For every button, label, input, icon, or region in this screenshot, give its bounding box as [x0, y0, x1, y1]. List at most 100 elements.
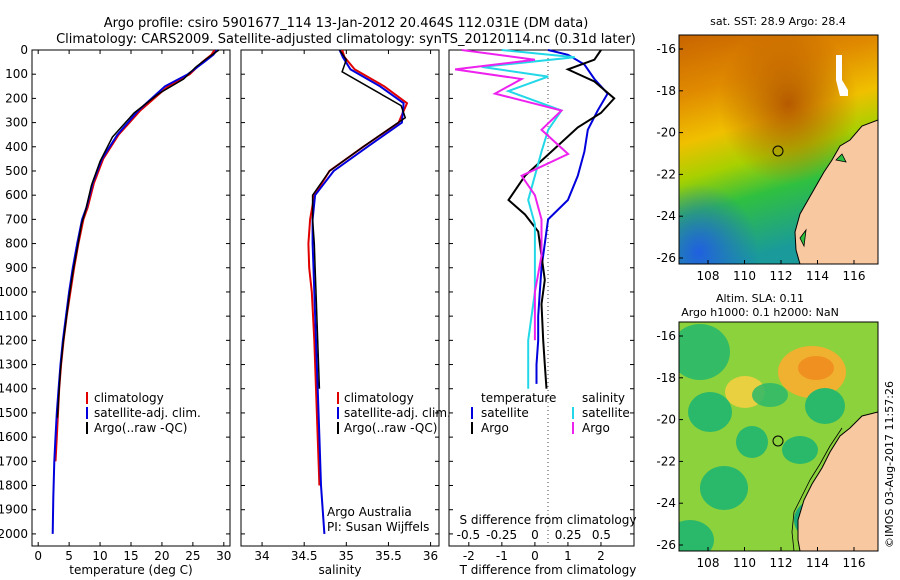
- map-x-tick-label: 110: [733, 556, 756, 570]
- x-tick-label: -0.25: [486, 528, 517, 542]
- depth-tick-label: 1800: [0, 479, 28, 493]
- sla-coast-shelf: [791, 427, 843, 551]
- sla-map-axes: -16 -18 -20 -22 -24 -26 108 110 112 114 116: [656, 329, 865, 570]
- map-y-tick-label: -22: [656, 454, 676, 468]
- temperature-panel-frame: [31, 49, 231, 547]
- map-y-tick-label: -16: [656, 42, 676, 56]
- map-y-tick-label: -16: [656, 329, 676, 343]
- x-tick-label: 30: [216, 549, 231, 563]
- depth-tick-label: 600: [5, 188, 28, 202]
- x-tick-label: -0.5: [457, 528, 480, 542]
- x-tick-label: -2: [463, 549, 475, 563]
- salinity-legend: climatology satellite-adj. clim. Argo(..…: [337, 391, 451, 435]
- depth-tick-label: 1300: [0, 358, 28, 372]
- depth-tick-label: 1900: [0, 503, 28, 517]
- x-tick-label: 2: [597, 549, 605, 563]
- sal-legend-satellite: satellite-adj. clim.: [344, 406, 451, 420]
- sal-legend-climatology: climatology: [344, 391, 414, 405]
- sal-legend-argo: Argo(..raw -QC): [344, 421, 437, 435]
- depth-tick-label: 1600: [0, 430, 28, 444]
- salinity-x-label: salinity: [318, 563, 361, 577]
- diff-legend-temp-argo: Argo: [481, 421, 509, 435]
- depth-tick-label: 800: [5, 237, 28, 251]
- x-tick-label: 0: [531, 528, 539, 542]
- sla-float-location-marker: [772, 435, 784, 447]
- depth-tick-label: 1500: [0, 406, 28, 420]
- sst-map-axes: -16 -18 -20 -22 -24 -26 108 110 112 114 116: [656, 42, 865, 283]
- series-line-argo-raw-qc-: [311, 49, 407, 389]
- depth-tick-label: 1200: [0, 333, 28, 347]
- depth-tick-label: 900: [5, 261, 28, 275]
- credit-line2: PI: Susan Wijffels: [327, 520, 429, 534]
- salinity-x-axis: 34 34.5 35 35.5 36: [254, 50, 438, 563]
- difference-x-axis: -2 -1 0 1 2 -0.5 -0.25 0 0.25 0.5: [457, 528, 611, 563]
- temperature-x-axis: 0 5 10 15 20 25 30: [34, 50, 231, 563]
- diff-legend-temp-satellite: satellite: [481, 406, 529, 420]
- x-tick-label: 34: [254, 549, 269, 563]
- sst-float-location-marker: [772, 145, 784, 157]
- depth-tick-label: 1100: [0, 309, 28, 323]
- sst-map-frame: [678, 34, 879, 265]
- series-line-salinity-satellite: [481, 49, 575, 389]
- depth-tick-label: 500: [5, 164, 28, 178]
- sla-land-mass: [797, 411, 878, 551]
- series-line-satellite-adj-clim-: [51, 49, 218, 534]
- depth-tick-label: 400: [5, 140, 28, 154]
- temperature-series: [51, 49, 220, 534]
- x-tick-label: 0: [34, 549, 42, 563]
- diff-legend-temperature-title: temperature: [481, 391, 556, 405]
- temp-legend-climatology: climatology: [94, 391, 164, 405]
- x-tick-label: 25: [185, 549, 200, 563]
- sst-missing-data: [836, 55, 848, 96]
- series-line-satellite-adj-clim-: [311, 49, 405, 534]
- x-tick-label: 0: [531, 549, 539, 563]
- diff-legend-sal-argo: Argo: [582, 421, 610, 435]
- depth-tick-label: 200: [5, 91, 28, 105]
- credit-line1: Argo Australia: [327, 505, 412, 519]
- depth-tick-label: 1000: [0, 285, 28, 299]
- difference-series: [454, 49, 616, 389]
- sla-map-title-line1: Altim. SLA: 0.11: [716, 292, 804, 305]
- depth-tick-label: 700: [5, 212, 28, 226]
- series-line-salinity-argo: [454, 49, 570, 341]
- diff-top-x-label: S difference from climatology: [460, 513, 637, 527]
- figure-title-line2: Climatology: CARS2009. Satellite-adjuste…: [56, 32, 636, 47]
- sla-map-title-line2: Argo h1000: 0.1 h2000: NaN: [681, 306, 839, 319]
- difference-panel-frame: [448, 49, 635, 547]
- temp-legend-satellite: satellite-adj. clim.: [94, 406, 201, 420]
- x-tick-label: 20: [154, 549, 169, 563]
- map-x-tick-label: 114: [806, 556, 829, 570]
- sst-map-image: [679, 35, 878, 264]
- map-x-tick-label: 108: [697, 269, 720, 283]
- depth-tick-label: 1400: [0, 382, 28, 396]
- depth-tick-label: 1700: [0, 454, 28, 468]
- map-y-tick-label: -26: [656, 251, 676, 265]
- diff-legend-sal-satellite: satellite: [582, 406, 630, 420]
- x-tick-label: 1: [564, 549, 572, 563]
- depth-tick-label: 300: [5, 116, 28, 130]
- series-line-temperature-argo: [507, 49, 616, 389]
- map-x-tick-label: 110: [733, 269, 756, 283]
- x-tick-label: 10: [92, 549, 107, 563]
- x-tick-label: 0.25: [555, 528, 582, 542]
- map-x-tick-label: 116: [843, 269, 866, 283]
- map-x-tick-label: 112: [770, 556, 793, 570]
- map-y-tick-label: -24: [656, 496, 676, 510]
- map-x-tick-label: 114: [806, 269, 829, 283]
- map-y-tick-label: -20: [656, 126, 676, 140]
- x-tick-label: 35.5: [375, 549, 402, 563]
- series-line-temperature-satellite: [535, 49, 609, 384]
- salinity-series: [307, 49, 409, 534]
- map-x-tick-label: 116: [843, 556, 866, 570]
- depth-axis: 0 100 200 300 400 500 600 700 800 900 1000 1100 1200…: [0, 43, 634, 541]
- sst-land-mass: [794, 119, 878, 264]
- salinity-panel-frame: [240, 49, 440, 547]
- map-y-tick-label: -22: [656, 167, 676, 181]
- temperature-x-label: temperature (deg C): [69, 563, 192, 577]
- map-y-tick-label: -18: [656, 371, 676, 385]
- sla-map-frame: [678, 321, 879, 552]
- x-tick-label: 15: [123, 549, 138, 563]
- depth-tick-label: 2000: [0, 527, 28, 541]
- x-tick-label: -1: [496, 549, 508, 563]
